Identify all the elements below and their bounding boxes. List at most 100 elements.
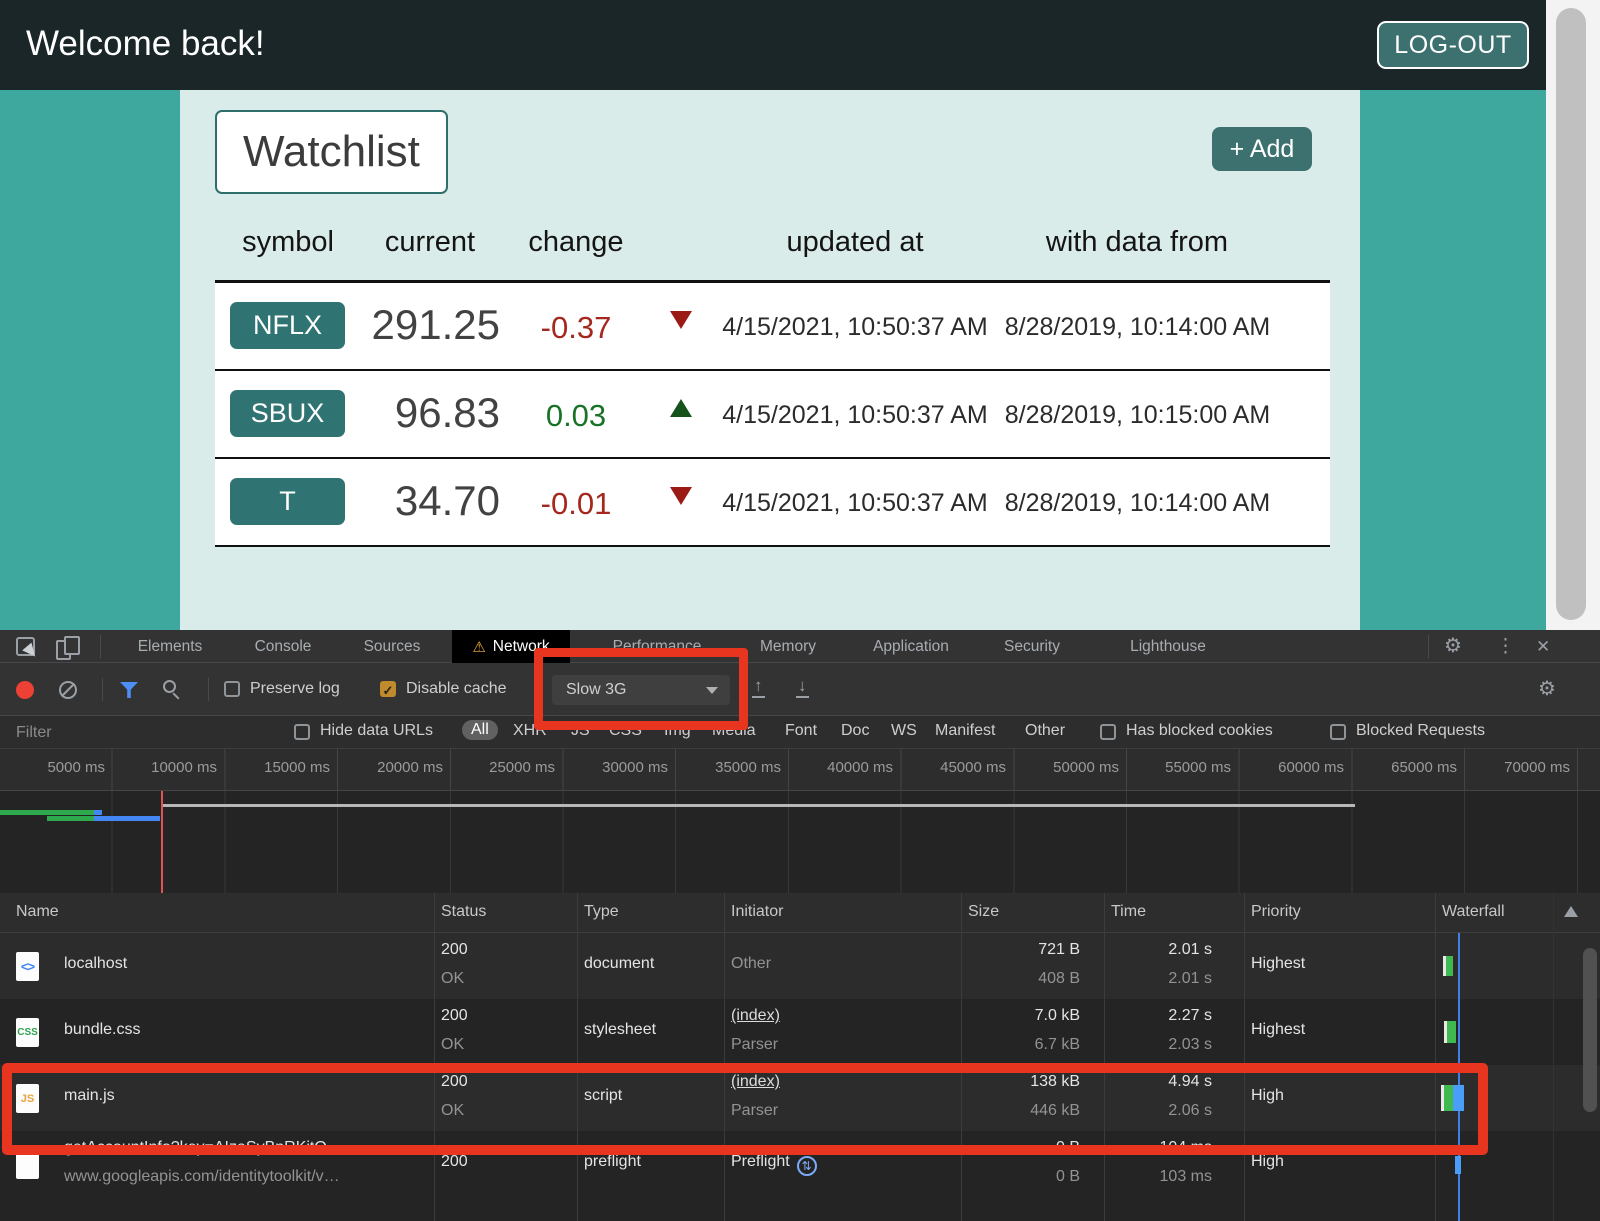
ruler-tick: 60000 ms [1278,759,1344,776]
column-divider[interactable] [1104,893,1105,1221]
time: 4.94 s [1168,1073,1212,1090]
close-icon[interactable]: ✕ [1536,637,1551,656]
settings-gear-icon[interactable]: ⚙ [1444,635,1462,657]
page-scrollbar[interactable] [1546,0,1600,630]
watchlist-row-sbux[interactable]: SBUX 96.83 0.03 4/15/2021, 10:50:37 AM 8… [215,371,1330,459]
initiator-link[interactable]: (index) [731,1007,780,1024]
request-row-bundle-css[interactable]: CSS bundle.css 200 OK stylesheet (index)… [0,999,1600,1065]
column-divider[interactable] [961,893,962,1221]
col-priority[interactable]: Priority [1251,903,1301,920]
change-value: -0.37 [540,310,612,345]
tab-network-label: Network [492,637,550,655]
record-button[interactable] [16,681,34,699]
ruler-tick: 25000 ms [489,759,555,776]
watchlist-row-t[interactable]: T 34.70 -0.01 4/15/2021, 10:50:37 AM 8/2… [215,459,1330,547]
throttling-select[interactable]: Slow 3G [552,675,730,705]
inspect-element-icon[interactable] [16,637,35,656]
ruler-tick: 20000 ms [377,759,443,776]
filter-pill-media[interactable]: Media [712,722,756,739]
change-value: -0.01 [540,486,612,521]
stock-app: Welcome back! LOG-OUT Watchlist + Add sy… [0,0,1600,630]
filter-pill-other[interactable]: Other [1025,722,1066,739]
hide-data-urls-checkbox[interactable] [294,724,310,740]
filter-pill-ws[interactable]: WS [891,722,917,739]
tab-application[interactable]: Application [873,638,949,655]
overview-bar-green [47,816,94,821]
filter-pill-manifest[interactable]: Manifest [935,722,996,739]
filter-input[interactable] [16,721,256,745]
network-overview[interactable] [0,791,1600,893]
page-title: Welcome back! [26,24,265,63]
column-divider[interactable] [577,893,578,1221]
col-initiator[interactable]: Initiator [731,903,784,920]
watchlist-row-nflx[interactable]: NFLX 291.25 -0.37 4/15/2021, 10:50:37 AM… [215,283,1330,371]
table-scrollbar-thumb[interactable] [1583,948,1597,1112]
css-file-icon: CSS [16,1018,39,1047]
export-har-icon[interactable]: ↓ [796,677,809,698]
status-text: OK [441,970,465,987]
time: 2.27 s [1168,1007,1212,1024]
col-time[interactable]: Time [1111,903,1146,920]
add-button[interactable]: + Add [1212,127,1312,171]
waterfall-bar [1455,1156,1461,1174]
tab-lighthouse[interactable]: Lighthouse [1130,638,1206,655]
column-divider[interactable] [1435,893,1436,1221]
network-settings-gear-icon[interactable]: ⚙ [1538,678,1556,700]
blocked-requests-checkbox[interactable] [1330,724,1346,740]
column-divider[interactable] [434,893,435,1221]
col-type[interactable]: Type [584,903,619,920]
request-row-main-js[interactable]: JS main.js 200 OK script (index) Parser … [0,1065,1600,1131]
col-waterfall[interactable]: Waterfall [1442,903,1505,920]
filter-pill-all[interactable]: All [462,720,498,740]
preserve-log-checkbox[interactable] [224,681,240,697]
request-row-localhost[interactable]: <> localhost 200 OK document Other 721 B… [0,933,1600,999]
disable-cache-checkbox[interactable]: ✓ [380,681,396,698]
kebab-menu-icon[interactable]: ⋮ [1496,636,1515,657]
updated-at: 4/15/2021, 10:50:37 AM [722,401,988,429]
col-status[interactable]: Status [441,903,487,920]
size: 7.0 kB [1034,1007,1080,1024]
ruler-tick: 70000 ms [1504,759,1570,776]
import-har-icon[interactable]: ↑ [752,677,765,698]
waterfall-bar [1453,1085,1464,1111]
filter-pill-font[interactable]: Font [785,722,818,739]
priority: Highest [1251,1021,1306,1038]
up-arrow-icon [670,399,692,417]
ruler-tick: 55000 ms [1165,759,1231,776]
tab-security[interactable]: Security [1004,638,1060,655]
tab-console[interactable]: Console [254,638,312,655]
js-file-icon: JS [16,1084,39,1113]
has-blocked-cookies-checkbox[interactable] [1100,724,1116,740]
column-divider[interactable] [1244,893,1245,1221]
filter-funnel-icon[interactable] [120,682,138,698]
filter-pill-doc[interactable]: Doc [841,722,870,739]
overview-dcl-marker [161,791,163,893]
request-row-getaccountinfo[interactable]: getAccountInfo?key=AIzaSyBnRKitQ… www.go… [0,1131,1600,1221]
filter-pill-css[interactable]: CSS [609,722,642,739]
sort-ascending-icon[interactable] [1564,906,1578,917]
tab-sources[interactable]: Sources [363,638,421,655]
logout-button[interactable]: LOG-OUT [1377,21,1529,69]
initiator-link[interactable]: (index) [731,1073,780,1090]
col-name[interactable]: Name [16,903,59,920]
tab-memory[interactable]: Memory [760,638,816,655]
current-price: 34.70 [394,477,500,524]
clear-icon[interactable] [59,681,77,699]
divider [1428,635,1429,658]
device-toolbar-icon[interactable] [56,636,80,660]
request-type: stylesheet [584,1021,657,1038]
page-scrollbar-thumb[interactable] [1556,8,1586,620]
tab-network-selected[interactable]: ⚠ Network [452,630,570,663]
filter-pill-xhr[interactable]: XHR [513,722,547,739]
filter-pill-img[interactable]: Img [664,722,691,739]
tab-performance[interactable]: Performance [612,638,702,655]
priority: High [1251,1153,1284,1170]
column-divider[interactable] [724,893,725,1221]
requests-table: Name Status Type Initiator Size Time Pri… [0,893,1600,1221]
col-size[interactable]: Size [968,903,1000,920]
request-name: localhost [64,955,128,972]
search-icon[interactable] [163,680,176,693]
tab-elements[interactable]: Elements [137,638,203,655]
filter-pill-js[interactable]: JS [571,722,590,739]
